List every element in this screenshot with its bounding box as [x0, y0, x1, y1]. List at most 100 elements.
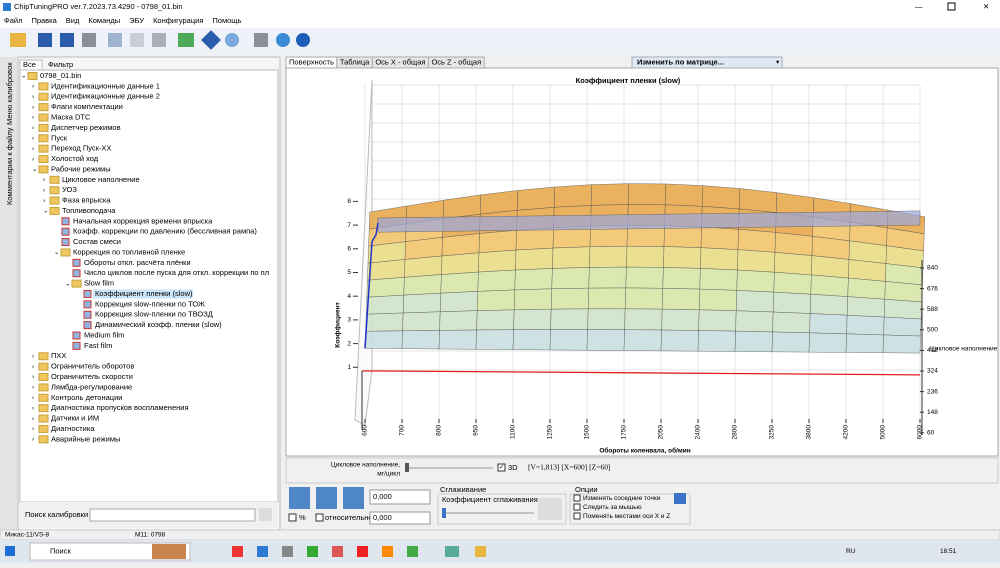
tree-item[interactable]: ПХХ: [51, 351, 66, 360]
option-checkbox[interactable]: [573, 503, 581, 511]
tree-item[interactable]: УОЗ: [62, 185, 77, 194]
app[interactable]: [475, 546, 486, 557]
tree-item[interactable]: Коррекция slow-пленки по ТОЖ: [95, 299, 205, 308]
grid-button[interactable]: [674, 493, 686, 504]
tree-item[interactable]: Цикловое наполнение: [62, 175, 140, 184]
tree-item[interactable]: Диагностика: [51, 424, 95, 433]
tree-item[interactable]: Идентификационные данные 2: [51, 92, 160, 101]
tree-item[interactable]: Ограничитель скорости: [51, 372, 133, 381]
btn-equal[interactable]: [289, 487, 310, 509]
tree-item[interactable]: Лямбда-регулирование: [51, 382, 132, 391]
app[interactable]: [282, 546, 293, 557]
tree-item[interactable]: Динамический коэфф. пленки (slow): [95, 320, 222, 329]
relative-input-box[interactable]: [369, 511, 431, 525]
checkbox-percent[interactable]: [288, 513, 297, 522]
tree-item[interactable]: Датчики и ИМ: [51, 414, 99, 423]
save-as[interactable]: [60, 33, 74, 47]
ecu[interactable]: [178, 33, 194, 47]
tree-item[interactable]: Диспетчер режимов: [51, 123, 121, 132]
slider-thumb[interactable]: [405, 463, 409, 472]
menu-item[interactable]: Вид: [66, 16, 80, 25]
tree-item[interactable]: Число циклов после пуска для откл. корре…: [84, 268, 269, 277]
side-tab[interactable]: Комментарии к файлу: [5, 127, 14, 205]
value-input-box[interactable]: [369, 489, 431, 505]
btn-multiply[interactable]: [343, 487, 364, 509]
search[interactable]: [225, 33, 239, 47]
menu-item[interactable]: ЭБУ: [129, 16, 144, 25]
tree-item[interactable]: Контроль детонации: [51, 393, 122, 402]
view-tab[interactable]: Таблица: [340, 57, 370, 66]
minimize[interactable]: —: [915, 2, 923, 11]
settings[interactable]: [254, 33, 268, 47]
tree-item[interactable]: Начальная коррекция времени впрыска: [73, 216, 213, 225]
smooth-button[interactable]: [538, 498, 562, 520]
save[interactable]: [38, 33, 52, 47]
tree-item[interactable]: Slow film: [84, 279, 114, 288]
tool[interactable]: [152, 33, 166, 47]
tree-item[interactable]: Обороты откл. расчёта плёнки: [84, 258, 191, 267]
view-tab[interactable]: Поверхность: [289, 57, 334, 66]
menu-item[interactable]: Файл: [4, 16, 22, 25]
open[interactable]: [10, 33, 26, 47]
tab[interactable]: Фильтр: [48, 60, 73, 69]
menu-item[interactable]: Помощь: [212, 16, 241, 25]
tree-item[interactable]: Рабочие режимы: [51, 164, 111, 173]
print[interactable]: [82, 33, 96, 47]
copy[interactable]: [108, 33, 122, 47]
tree-item[interactable]: Переход Пуск-ХХ: [51, 144, 111, 153]
menu-item[interactable]: Команды: [88, 16, 120, 25]
tree-item[interactable]: Коррекция slow-пленки по ТВОЗД: [95, 310, 213, 319]
relative-input[interactable]: 0,000: [373, 513, 392, 522]
tree-item[interactable]: Маска DTC: [51, 113, 91, 122]
tab[interactable]: Все: [23, 60, 36, 69]
app[interactable]: [332, 546, 343, 557]
side-tab[interactable]: Меню калибровок: [5, 62, 14, 125]
start[interactable]: [5, 546, 15, 556]
checkbox-relative[interactable]: [315, 513, 324, 522]
close[interactable]: ✕: [983, 2, 989, 11]
option-checkbox[interactable]: [573, 512, 581, 520]
maximize[interactable]: [947, 2, 956, 11]
view-tab[interactable]: Ось Z - общая: [431, 57, 481, 66]
option-checkbox[interactable]: [573, 494, 581, 502]
tree-item[interactable]: Fast film: [84, 341, 112, 350]
paste[interactable]: [130, 33, 144, 47]
tree-item[interactable]: Коэффициент пленки (slow): [95, 289, 193, 298]
tree-item[interactable]: 0798_01.bin: [40, 71, 81, 80]
tree-item[interactable]: Коррекция по топливной пленке: [73, 247, 185, 256]
tree-item[interactable]: Холостой ход: [51, 154, 99, 163]
tree-item[interactable]: Фаза впрыска: [62, 196, 111, 205]
tree-item[interactable]: Коэфф. коррекции по давлению (бессливная…: [73, 227, 257, 236]
search-input[interactable]: [89, 508, 256, 522]
tree-item[interactable]: Флаги комплектации: [51, 102, 123, 111]
app[interactable]: [257, 546, 268, 557]
matrix-dropdown[interactable]: Изменить по матрице...: [637, 57, 724, 66]
app[interactable]: [407, 546, 418, 557]
language[interactable]: RU: [846, 548, 856, 555]
help[interactable]: [296, 33, 310, 47]
checkbox-3d[interactable]: [497, 463, 506, 472]
expander: ›: [32, 363, 34, 370]
menu-item[interactable]: Правка: [31, 16, 57, 25]
taskbar-search[interactable]: [29, 542, 191, 561]
tree-item[interactable]: Идентификационные данные 1: [51, 81, 160, 90]
tree-item[interactable]: Medium film: [84, 330, 124, 339]
value-input[interactable]: 0,000: [373, 492, 392, 501]
menu-item[interactable]: Конфигурация: [153, 16, 203, 25]
tree-item[interactable]: Состав смеси: [73, 237, 121, 246]
refresh[interactable]: [276, 33, 290, 47]
app[interactable]: [382, 546, 393, 557]
tree-item[interactable]: Пуск: [51, 133, 68, 142]
app[interactable]: [232, 546, 243, 557]
tree-item[interactable]: Диагностика пропусков воспламенения: [51, 403, 189, 412]
app[interactable]: [307, 546, 318, 557]
search-button[interactable]: [259, 508, 272, 521]
tree-item[interactable]: Аварийные режимы: [51, 434, 120, 443]
tree-item[interactable]: Ограничитель оборотов: [51, 362, 134, 371]
app-active[interactable]: [445, 546, 459, 557]
tree-item[interactable]: Топливоподача: [62, 206, 116, 215]
app[interactable]: [357, 546, 368, 557]
view-tab[interactable]: Ось X - общая: [375, 57, 425, 66]
smoothing-thumb[interactable]: [442, 508, 446, 518]
btn-add[interactable]: [316, 487, 337, 509]
